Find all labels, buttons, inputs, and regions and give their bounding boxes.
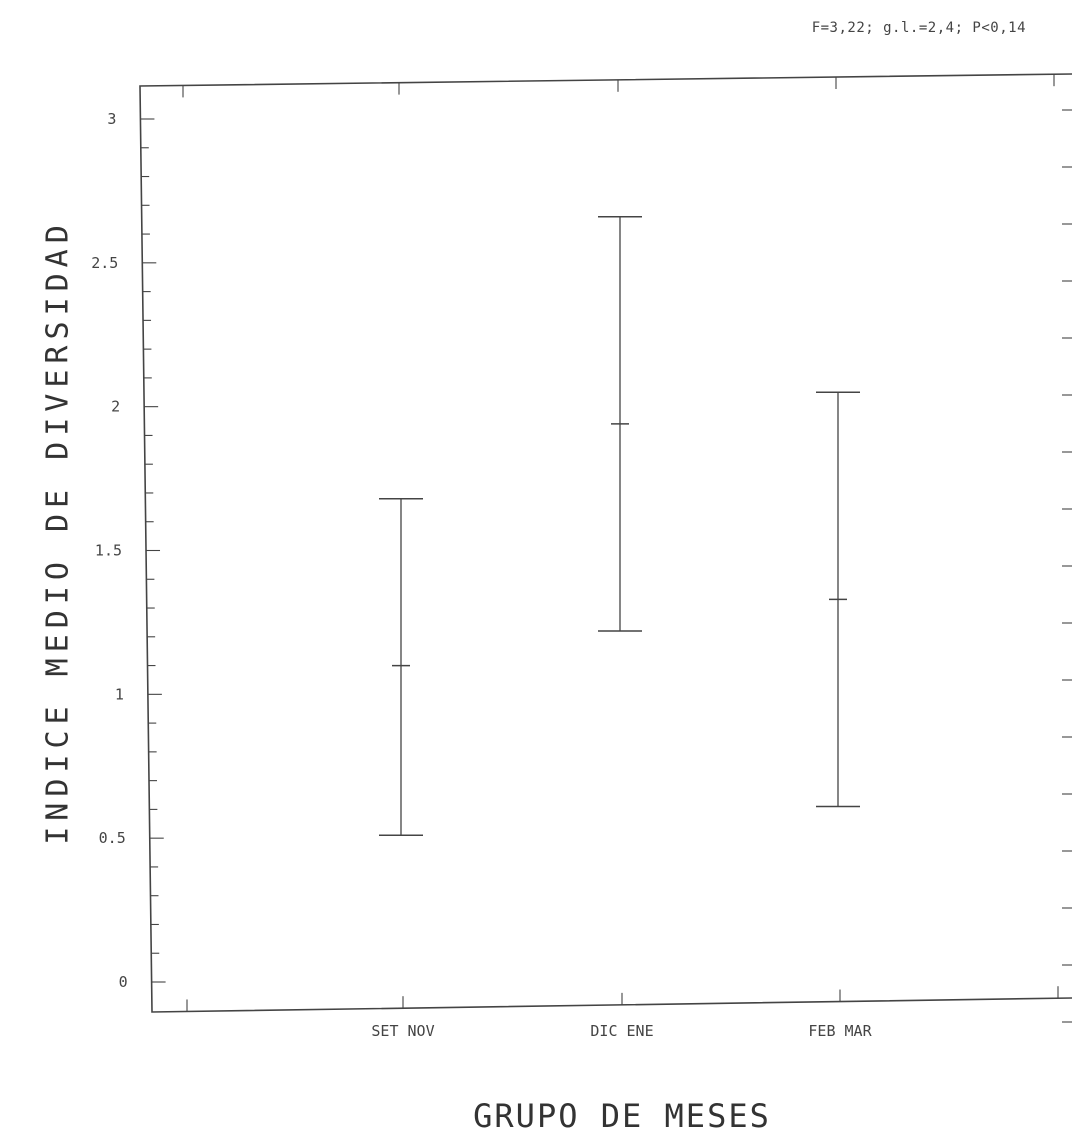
x-axis-label: GRUPO DE MESES: [473, 1097, 771, 1135]
x-tick-label: DIC ENE: [590, 1022, 653, 1040]
y-tick-label: 1: [115, 685, 124, 703]
y-axis-label: INDICE MEDIO DE DIVERSIDAD: [40, 219, 76, 845]
y-tick-label: 0: [119, 973, 128, 991]
stat-annotation: F=3,22; g.l.=2,4; P<0,14: [811, 20, 1026, 36]
y-tick-label: 2: [111, 398, 120, 416]
x-tick-label: SET NOV: [371, 1022, 434, 1040]
plot-frame: [139, 73, 1073, 1013]
y-tick-label: 3: [107, 110, 116, 128]
y-axis: 0 0.5 1 1.5 2 2.5 3: [91, 109, 1072, 1023]
x-axis: SET NOV DIC ENE FEB MAR: [182, 74, 1059, 1040]
y-tick-label: 0.5: [99, 829, 126, 847]
x-tick-label: FEB MAR: [808, 1022, 872, 1040]
y-tick-label: 2.5: [91, 254, 118, 272]
plot-border: [139, 73, 1073, 1013]
error-bars: [379, 216, 860, 837]
y-tick-label: 1.5: [95, 542, 122, 560]
